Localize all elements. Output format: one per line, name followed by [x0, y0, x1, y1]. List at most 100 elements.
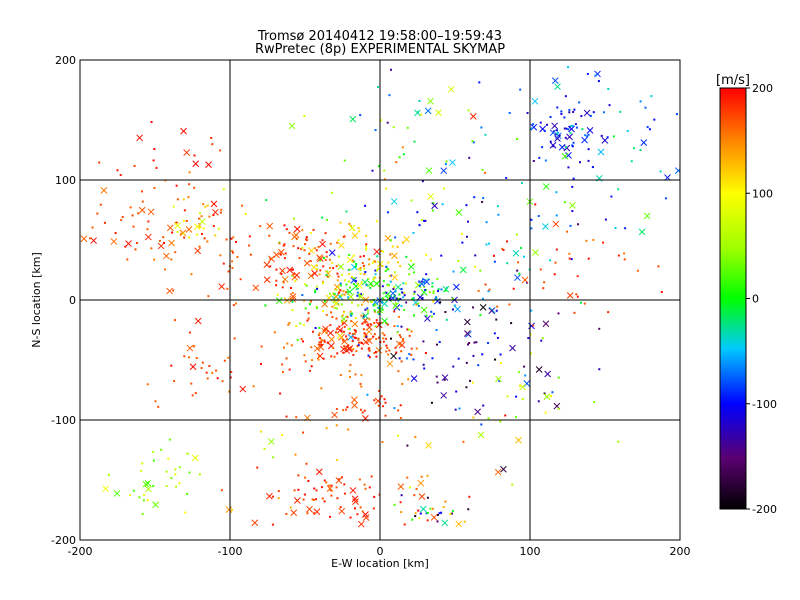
- data-point: [395, 161, 398, 164]
- data-point: [140, 469, 143, 472]
- data-point: [382, 280, 385, 283]
- data-point: [405, 357, 408, 360]
- data-point: [301, 229, 304, 232]
- data-point: [568, 125, 575, 133]
- data-point: [290, 509, 298, 517]
- data-point: [307, 317, 310, 320]
- data-point: [472, 141, 475, 144]
- data-point: [354, 329, 357, 332]
- data-point: [357, 227, 360, 230]
- data-point: [413, 290, 416, 293]
- data-point: [382, 292, 385, 295]
- data-point: [617, 254, 620, 257]
- data-point: [368, 258, 371, 261]
- data-point: [643, 212, 651, 220]
- data-point: [361, 342, 364, 345]
- data-point: [189, 331, 192, 334]
- data-point: [440, 288, 443, 291]
- data-point: [194, 317, 202, 325]
- data-point: [338, 290, 341, 293]
- data-point: [382, 337, 385, 340]
- data-point: [96, 212, 99, 215]
- data-point: [281, 363, 284, 366]
- data-point: [193, 223, 201, 230]
- data-point: [200, 215, 203, 218]
- data-point: [359, 293, 362, 296]
- data-point: [425, 442, 432, 449]
- data-point: [298, 257, 301, 260]
- data-point: [340, 345, 347, 353]
- data-point: [375, 338, 378, 341]
- data-point: [493, 332, 496, 335]
- data-point: [579, 301, 582, 304]
- data-point: [225, 506, 233, 513]
- data-point: [204, 205, 207, 208]
- data-point: [319, 259, 322, 262]
- data-point: [328, 258, 331, 261]
- data-point: [318, 355, 321, 358]
- data-point: [381, 285, 384, 288]
- data-point: [357, 337, 360, 340]
- data-point: [467, 220, 470, 223]
- data-point: [397, 434, 400, 437]
- data-point: [333, 283, 341, 291]
- data-point: [423, 219, 426, 222]
- data-point: [339, 295, 342, 298]
- data-point: [407, 378, 410, 381]
- data-point: [129, 494, 132, 497]
- data-point: [435, 328, 438, 331]
- data-point: [176, 221, 179, 224]
- data-point: [137, 212, 140, 215]
- data-point: [494, 468, 502, 476]
- data-point: [412, 231, 415, 234]
- data-point: [316, 268, 319, 271]
- data-point: [165, 470, 168, 473]
- data-point: [138, 206, 146, 214]
- data-point: [312, 228, 315, 231]
- data-point: [328, 266, 331, 269]
- data-point: [307, 479, 310, 482]
- data-point: [160, 448, 163, 451]
- data-point: [164, 268, 167, 271]
- data-point: [408, 486, 411, 489]
- data-point: [343, 235, 346, 238]
- data-point: [313, 508, 321, 516]
- data-point: [362, 312, 369, 320]
- data-point: [443, 187, 446, 190]
- y-tick-label: -200: [51, 534, 76, 547]
- x-tick-label: 100: [520, 545, 541, 558]
- data-point: [578, 161, 581, 164]
- data-point: [333, 355, 336, 358]
- data-point: [422, 340, 425, 343]
- data-point: [399, 416, 402, 419]
- data-point: [592, 111, 595, 114]
- data-point: [581, 136, 588, 144]
- data-point: [348, 273, 351, 276]
- data-point: [339, 221, 342, 224]
- data-point: [332, 267, 335, 270]
- data-point: [453, 304, 456, 307]
- data-point: [560, 112, 563, 115]
- data-point: [297, 474, 300, 477]
- data-point: [321, 239, 324, 242]
- data-point: [420, 505, 427, 513]
- data-point: [342, 409, 345, 412]
- data-point: [597, 80, 600, 83]
- data-point: [288, 322, 291, 325]
- data-point: [414, 512, 417, 515]
- data-point: [427, 278, 430, 281]
- data-point: [427, 193, 435, 200]
- data-point: [373, 280, 380, 288]
- data-point: [477, 431, 485, 439]
- data-point: [354, 373, 357, 376]
- data-point: [306, 319, 309, 322]
- data-point: [320, 486, 323, 489]
- data-point: [508, 111, 511, 114]
- data-point: [347, 344, 350, 347]
- data-point: [315, 468, 323, 476]
- data-point: [263, 261, 271, 269]
- data-point: [496, 305, 499, 308]
- data-point: [212, 208, 219, 216]
- data-point: [372, 507, 375, 510]
- data-point: [322, 256, 325, 259]
